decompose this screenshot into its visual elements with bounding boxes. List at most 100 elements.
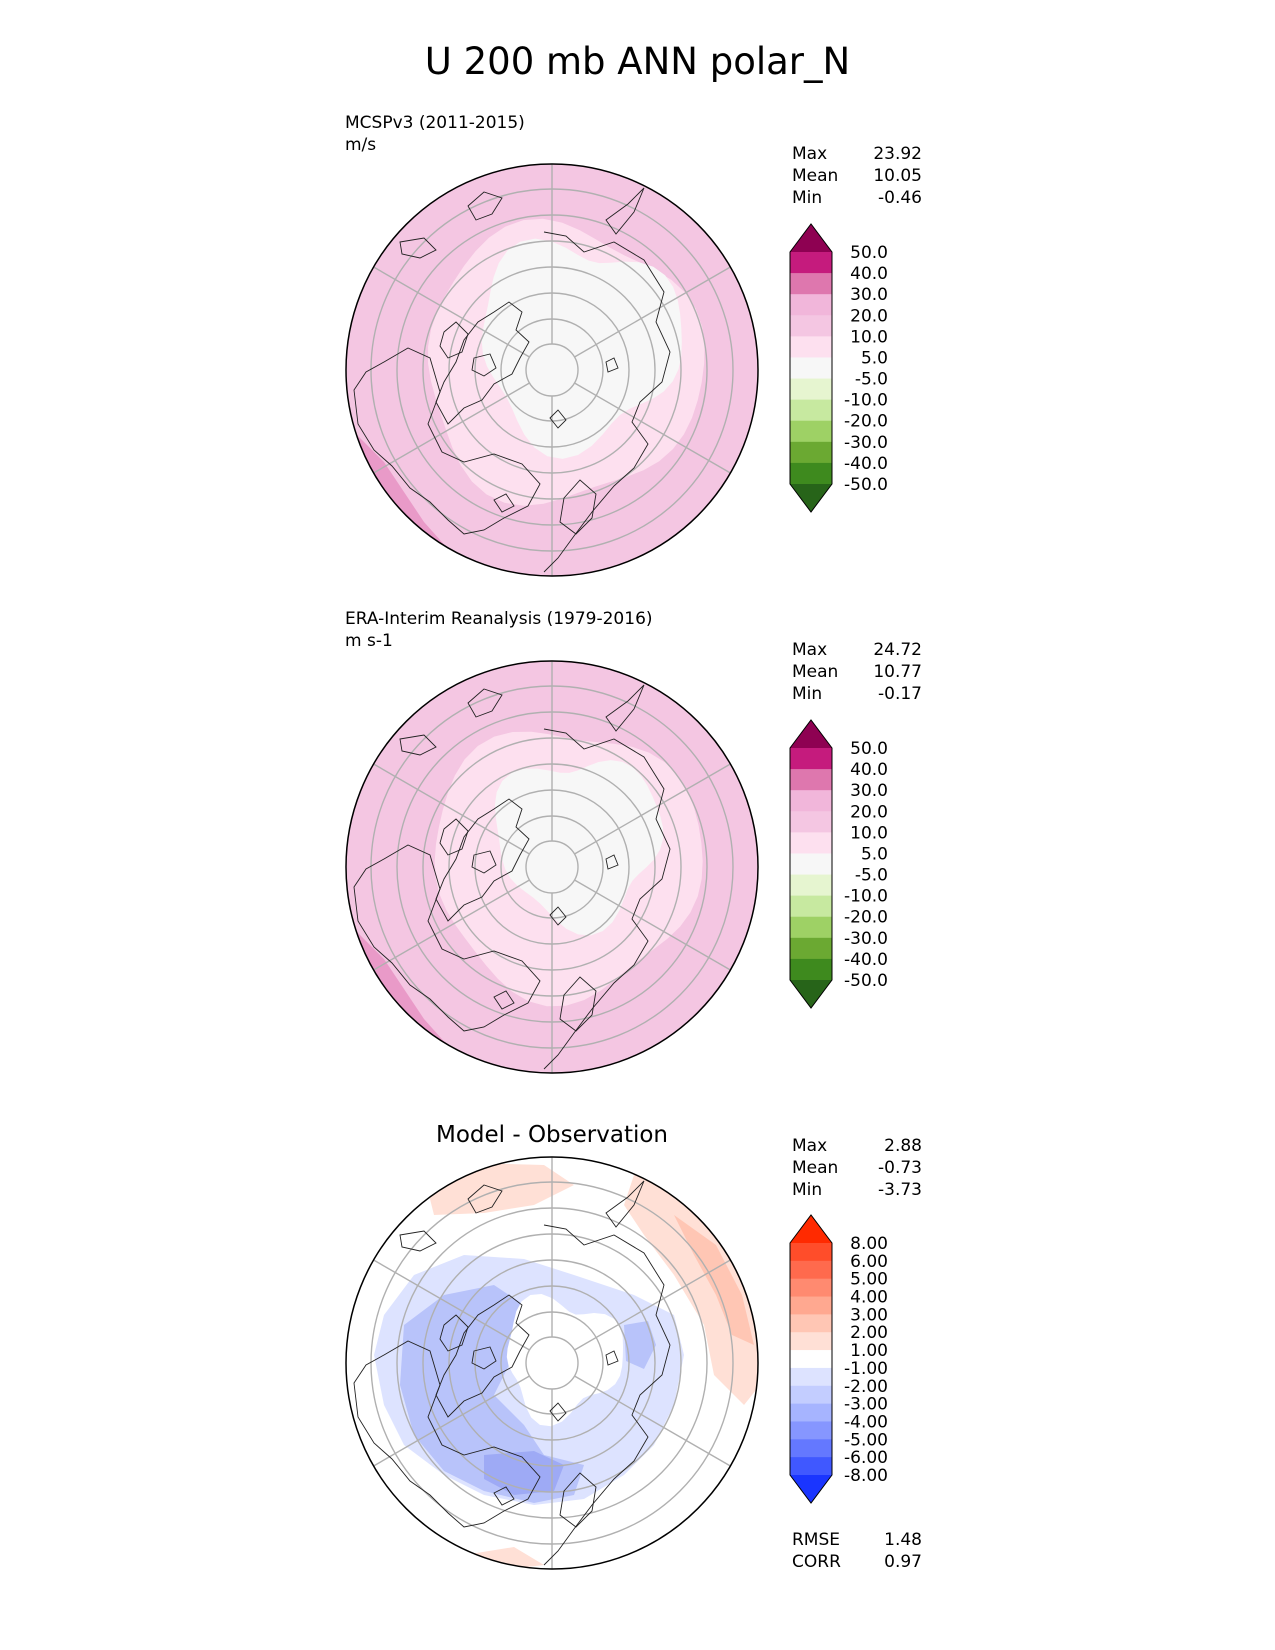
colorbar-tick-label: -50.0 [844, 475, 888, 495]
graticule [370, 1157, 734, 1569]
coastline [605, 357, 619, 373]
colorbar-tick-label: 1.00 [850, 1341, 888, 1361]
colorbar-tick-label: -40.0 [844, 454, 888, 474]
colorbar-bin [790, 811, 832, 833]
colorbar-bin [790, 958, 832, 981]
colorbar-bin [790, 1278, 832, 1298]
colorbar-bin [790, 832, 832, 854]
colorbar-bin [790, 378, 832, 401]
colorbar-tick-label: 4.00 [850, 1288, 888, 1308]
colorbar-tick-label: 5.00 [850, 1270, 888, 1290]
map-fill-layer [346, 1157, 758, 1569]
colorbar-bin [790, 916, 832, 939]
colorbar-bin [790, 336, 832, 358]
coastline [559, 479, 597, 535]
coastline [605, 684, 645, 732]
stat-value: 23.92 [873, 144, 922, 164]
panel1-units: m/s [345, 135, 377, 155]
coastline [549, 906, 567, 926]
panel3-stats: Max 2.88 Mean -0.73 Min -3.73 [792, 1135, 922, 1201]
colorbar-bin [790, 1421, 832, 1440]
stat-label: Max [792, 640, 828, 660]
meridian-line [373, 1375, 530, 1467]
stat-label: Max [792, 144, 828, 164]
stat-label: Mean [792, 662, 839, 682]
colorbar-extend-bottom [790, 980, 832, 1008]
coastline [493, 1486, 515, 1506]
panel3-colorbar: 8.006.005.004.003.002.001.00-1.00-2.00-3… [789, 1214, 888, 1504]
coastline [439, 321, 469, 359]
colorbar-tick-label: -10.0 [844, 391, 888, 411]
colorbar-outline [789, 223, 833, 513]
diff-band-negative-mid [400, 1285, 584, 1503]
coastline [605, 1180, 645, 1228]
coastlines [353, 187, 671, 573]
coastline [435, 301, 530, 425]
colorbar-bin [790, 769, 832, 791]
colorbar-tick-label: 30.0 [850, 285, 888, 305]
stat-label: Max [792, 1136, 828, 1156]
meridian-line [373, 382, 530, 474]
meridian-line [574, 1259, 731, 1351]
coastline [399, 734, 437, 756]
colorbar-extend-bottom [790, 1475, 832, 1503]
stat-value: -0.46 [878, 188, 922, 208]
map-boundary [345, 163, 759, 577]
colorbar-tick-label: 40.0 [850, 264, 888, 284]
coastline [467, 688, 503, 718]
colorbar-bin [790, 441, 832, 464]
metric-label: CORR [792, 1552, 841, 1572]
colorbar-bin [790, 874, 832, 897]
diff-band-negative-core [484, 1451, 564, 1495]
colorbar-bin [790, 462, 832, 485]
metric-label: RMSE [792, 1530, 841, 1550]
colorbar-tick-label: -10.0 [844, 887, 888, 907]
colorbar-tick-label: 6.00 [850, 1252, 888, 1272]
colorbar-bin [790, 937, 832, 960]
colorbar-tick-label: -2.00 [844, 1377, 888, 1397]
colorbar-bin [790, 1260, 832, 1280]
coastline [435, 798, 530, 922]
graticule [370, 164, 734, 576]
colorbar-bin [790, 790, 832, 812]
coastline [559, 976, 597, 1032]
diff-band-negative-east [624, 1321, 656, 1369]
coastline [435, 1294, 530, 1418]
colorbar-tick-label: 30.0 [850, 781, 888, 801]
colorbar-extend-top [790, 1215, 832, 1243]
coastline [549, 409, 567, 429]
colorbar-tick-label: 50.0 [850, 739, 888, 759]
colorbar-bin [790, 273, 832, 295]
coastline [439, 1314, 469, 1352]
colorbar-tick-label: 5.0 [861, 844, 888, 864]
coastline [605, 187, 645, 235]
coastline [467, 191, 503, 221]
panel1-stats: Max 23.92 Mean 10.05 Min -0.46 [792, 143, 922, 209]
colorbar-outline [789, 1214, 833, 1504]
panel3-title: Model - Observation [435, 1122, 669, 1148]
stat-value: -0.73 [878, 1158, 922, 1178]
stat-value: 10.05 [873, 166, 922, 186]
meridian-line [574, 879, 731, 971]
colorbar-tick-label: -5.00 [844, 1430, 888, 1450]
coastline [543, 1224, 671, 1566]
colorbar-bin [790, 748, 832, 770]
colorbar-tick-label: 10.0 [850, 327, 888, 347]
colorbar-bin [790, 1350, 832, 1369]
colorbar-bin [790, 853, 832, 876]
colorbar-bin [790, 315, 832, 337]
colorbar-bin [790, 1314, 832, 1333]
colorbar-extend-bottom [790, 484, 832, 512]
panel2-title-line1: ERA-Interim Reanalysis (1979-2016) [345, 609, 653, 629]
colorbar-bin [790, 399, 832, 422]
coastlines [353, 684, 671, 1070]
colorbar-bin [790, 1457, 832, 1476]
coastline [549, 1402, 567, 1422]
panel2-colorbar: 50.040.030.020.010.05.0-5.0-10.0-20.0-30… [789, 719, 888, 1009]
colorbar-tick-label: 5.0 [861, 348, 888, 368]
colorbar-bin [790, 252, 832, 274]
colorbar-bin [790, 1439, 832, 1458]
stat-label: Mean [792, 1158, 839, 1178]
diff-band-near-zero-pole [506, 1294, 623, 1427]
colorbar-bin [790, 1403, 832, 1422]
